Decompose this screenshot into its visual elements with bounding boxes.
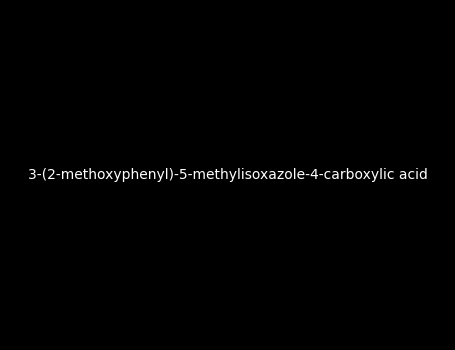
Text: 3-(2-methoxyphenyl)-5-methylisoxazole-4-carboxylic acid: 3-(2-methoxyphenyl)-5-methylisoxazole-4-… <box>28 168 427 182</box>
